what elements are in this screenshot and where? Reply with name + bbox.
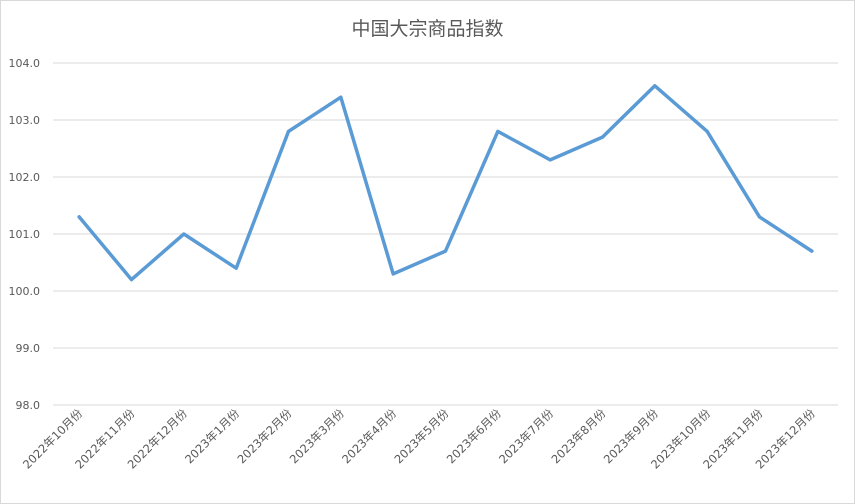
y-tick-label: 104.0 — [9, 57, 41, 70]
data-point — [653, 84, 657, 88]
x-tick-label: 2023年2月份 — [234, 406, 295, 467]
x-tick-label: 2023年7月份 — [496, 406, 557, 467]
data-point — [339, 95, 343, 99]
x-tick-label: 2023年5月份 — [391, 406, 452, 467]
x-tick-label: 2023年3月份 — [287, 406, 348, 467]
chart-title: 中国大宗商品指数 — [351, 18, 504, 40]
x-tick-label: 2023年8月份 — [548, 406, 609, 467]
x-tick-label: 2023年4月份 — [339, 406, 400, 467]
data-point — [601, 135, 604, 139]
data-point — [705, 129, 709, 133]
x-tick-label: 2023年6月份 — [444, 406, 505, 467]
data-point — [810, 249, 814, 253]
data-point — [496, 129, 500, 133]
y-tick-label: 99.0 — [16, 342, 41, 355]
y-tick-label: 98.0 — [16, 399, 41, 412]
data-point — [77, 215, 81, 219]
y-tick-label: 103.0 — [9, 114, 41, 127]
data-point — [287, 129, 290, 133]
data-point — [444, 249, 447, 253]
x-tick-label: 2023年1月份 — [182, 406, 243, 467]
data-point — [182, 232, 186, 236]
y-tick-label: 102.0 — [9, 171, 41, 184]
data-point — [758, 215, 761, 219]
data-point — [234, 266, 238, 270]
data-point — [130, 278, 133, 282]
y-tick-label: 101.0 — [9, 228, 41, 241]
data-point — [391, 272, 395, 276]
data-point — [548, 158, 552, 162]
y-tick-label: 100.0 — [9, 285, 41, 298]
